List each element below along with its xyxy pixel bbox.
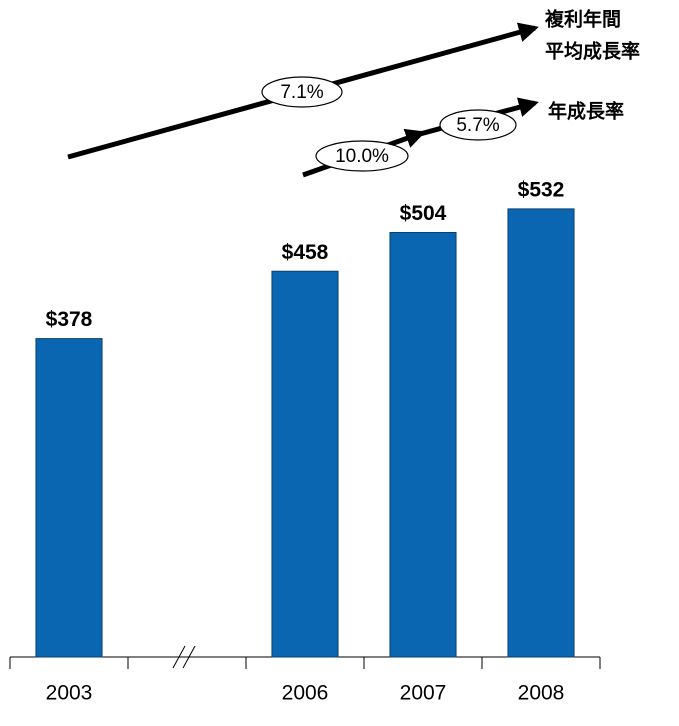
cagr-bubble xyxy=(261,76,343,108)
value-label: $504 xyxy=(400,202,447,225)
annual-label: 10.0% xyxy=(335,146,389,167)
bar xyxy=(389,231,457,658)
axis-break xyxy=(182,645,196,669)
value-label: $378 xyxy=(46,308,93,331)
annual-text: 年成長率 xyxy=(548,100,624,123)
annual-bubble xyxy=(315,140,409,172)
cagr-label: 7.1% xyxy=(280,82,323,103)
x-tick-label: 2006 xyxy=(282,682,329,705)
bar xyxy=(35,338,103,658)
annotations: 7.1% 複利年間 平均成長率 10.0% 5.7% 年成長率 xyxy=(67,8,640,178)
axis-break xyxy=(172,645,186,669)
annual-bubble xyxy=(439,109,517,141)
value-label: $458 xyxy=(282,241,329,264)
x-tick-label: 2003 xyxy=(46,682,93,705)
bar xyxy=(271,270,339,658)
cagr-text: 平均成長率 xyxy=(545,40,640,63)
x-tick-label: 2008 xyxy=(518,682,565,705)
bar xyxy=(507,208,575,658)
cagr-text: 複利年間 xyxy=(544,8,621,31)
x-tick-label: 2007 xyxy=(400,682,447,705)
annual-label: 5.7% xyxy=(456,115,499,136)
value-label: $532 xyxy=(518,178,565,201)
